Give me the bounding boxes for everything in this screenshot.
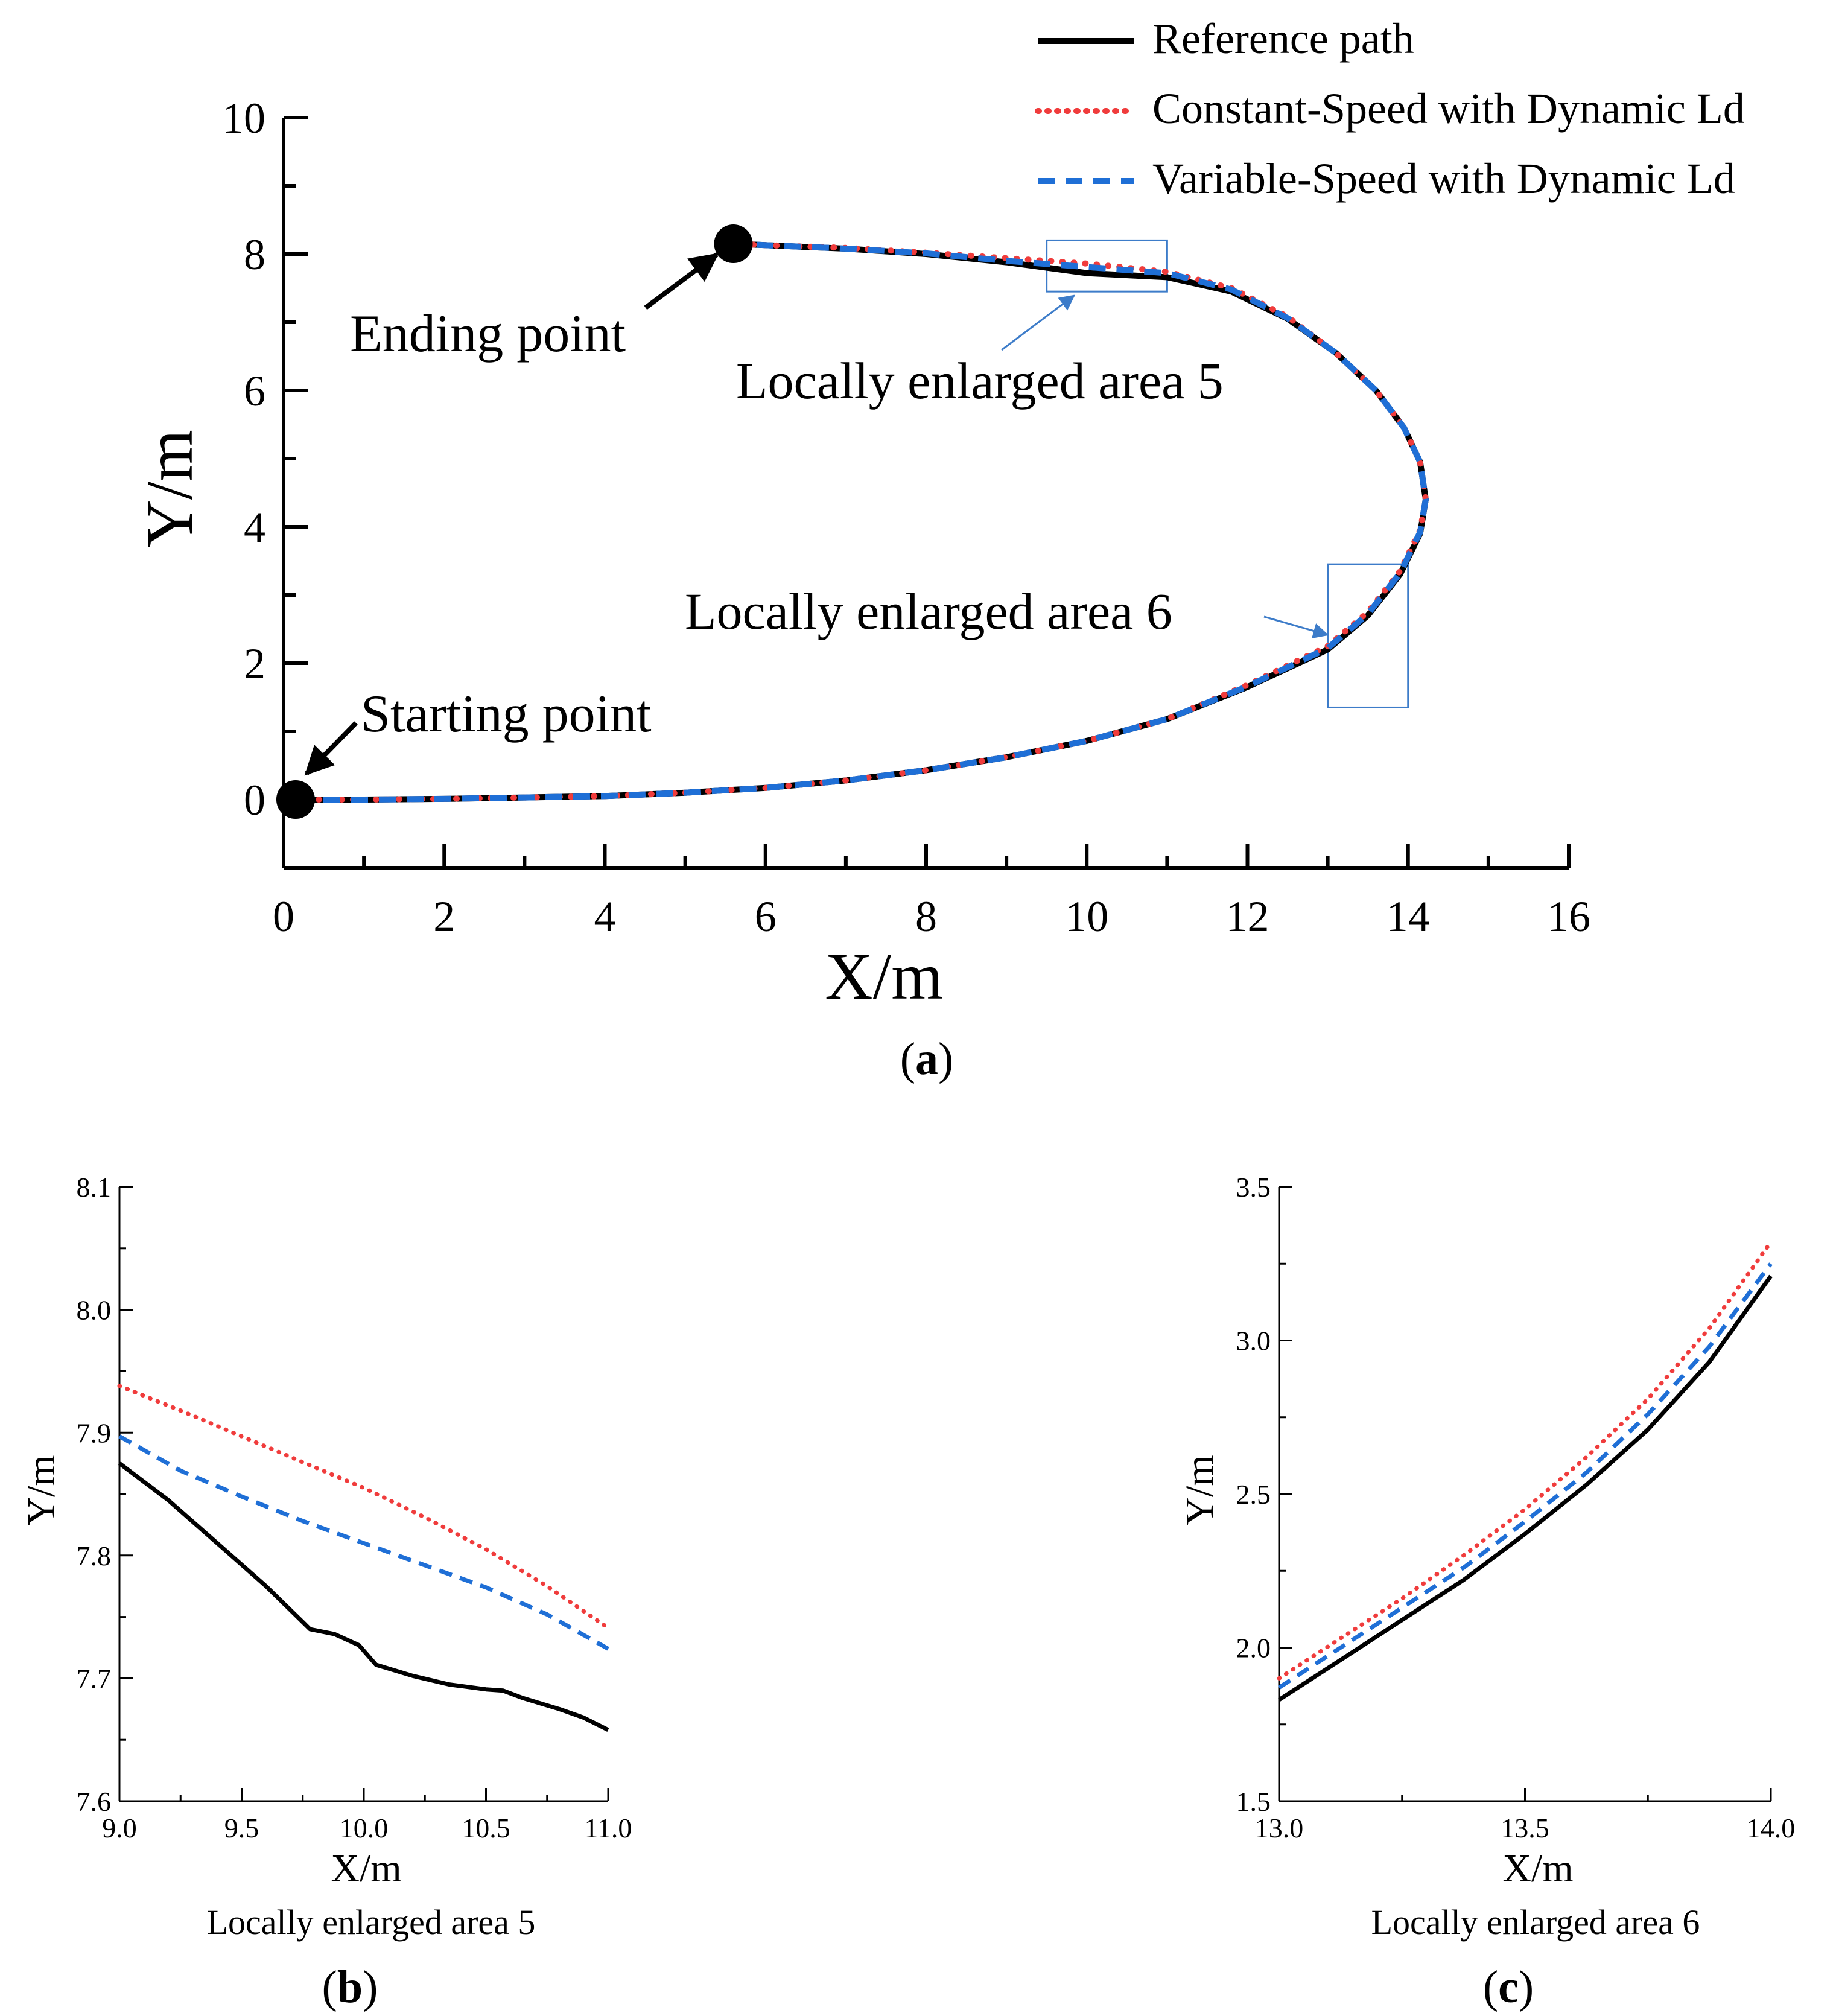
x-tick-label: 10 xyxy=(1065,892,1108,941)
y-tick-label: 3.0 xyxy=(1236,1326,1271,1356)
y-tick-label: 7.9 xyxy=(77,1417,112,1448)
x-tick-label: 11.0 xyxy=(585,1813,632,1843)
x-tick-label: 4 xyxy=(594,892,616,941)
y-tick-label: 7.8 xyxy=(77,1541,112,1571)
annotation-ending-point: Ending point xyxy=(350,305,626,363)
series-constant xyxy=(117,1384,611,1630)
x-tick-label: 13.5 xyxy=(1501,1813,1549,1843)
x-tick-label: 14 xyxy=(1387,892,1430,941)
series-variable xyxy=(1278,1262,1773,1690)
legend-label-constant: Constant-Speed with Dynamic Ld xyxy=(1152,84,1745,133)
panel-a-axes: 0 2 4 6 8 10 12 14 16 0 2 4 6 8 10 xyxy=(222,94,1590,941)
panel-a: 0 2 4 6 8 10 12 14 16 0 2 4 6 8 10 X/m Y/m Ending poin… xyxy=(133,94,1590,1084)
x-tick-label: 2 xyxy=(433,892,455,941)
legend: Reference path Constant-Speed with Dynam… xyxy=(1035,14,1745,203)
panel-b-series xyxy=(117,1384,611,1732)
panel-b-axes: 9.0 9.5 10.0 10.5 11.0 7.6 7.7 7.8 7.9 8.0 8.1 xyxy=(77,1172,632,1843)
y-tick-label: 2.0 xyxy=(1236,1633,1271,1664)
panel-a-markers xyxy=(276,224,753,819)
x-tick-label: 13.0 xyxy=(1255,1813,1304,1843)
y-tick-label: 7.6 xyxy=(77,1786,112,1817)
panel-b: 9.0 9.5 10.0 10.5 11.0 7.6 7.7 7.8 7.9 8.0 8.1 X/m… xyxy=(19,1172,632,2012)
y-tick-label: 4 xyxy=(244,503,265,552)
y-tick-label: 2 xyxy=(244,640,265,688)
caption-a: (a) xyxy=(900,1034,954,1084)
starting-point-marker xyxy=(276,780,315,819)
panel-b-subtitle: Locally enlarged area 5 xyxy=(207,1903,536,1942)
x-tick-label: 10.5 xyxy=(462,1813,510,1843)
x-tick-label: 10.0 xyxy=(340,1813,389,1843)
ending-point-marker xyxy=(714,224,753,264)
y-tick-label: 10 xyxy=(222,94,265,142)
x-tick-label: 8 xyxy=(915,892,937,941)
annotation-zoom-6: Locally enlarged area 6 xyxy=(685,582,1172,640)
panel-c-ylabel: Y/m xyxy=(1178,1455,1222,1525)
annotation-zoom-5: Locally enlarged area 5 xyxy=(736,352,1224,410)
y-tick-label: 1.5 xyxy=(1236,1786,1271,1817)
panel-c-axes: 13.0 13.5 14.0 1.5 2.0 2.5 3.0 3.5 xyxy=(1236,1172,1796,1843)
x-tick-label: 0 xyxy=(273,892,294,941)
y-tick-label: 6 xyxy=(244,367,265,415)
panel-c-series xyxy=(1277,1240,1773,1702)
legend-label-reference: Reference path xyxy=(1152,14,1414,63)
x-tick-label: 6 xyxy=(755,892,777,941)
panel-c: 13.0 13.5 14.0 1.5 2.0 2.5 3.0 3.5 X/m Y/m Loca… xyxy=(1178,1172,1795,2012)
series-constant xyxy=(1277,1240,1773,1681)
series-reference xyxy=(118,1461,609,1732)
series-reference xyxy=(1278,1274,1773,1702)
y-tick-label: 2.5 xyxy=(1236,1479,1271,1510)
x-tick-label: 16 xyxy=(1547,892,1590,941)
starting-point-arrow xyxy=(304,721,358,776)
panel-c-xlabel: X/m xyxy=(1502,1846,1573,1890)
panel-a-ylabel: Y/m xyxy=(133,430,206,548)
y-tick-label: 8.1 xyxy=(77,1172,112,1203)
series-variable xyxy=(296,241,1429,803)
ending-point-arrow xyxy=(644,252,719,310)
x-tick-label: 9.5 xyxy=(224,1813,259,1843)
panel-c-subtitle: Locally enlarged area 6 xyxy=(1371,1903,1700,1942)
panel-b-xlabel: X/m xyxy=(331,1846,401,1890)
zoom-arrow-5 xyxy=(1001,294,1076,351)
series-variable xyxy=(118,1434,609,1651)
zoom-arrow-6 xyxy=(1263,615,1329,639)
x-tick-label: 9.0 xyxy=(102,1813,137,1843)
x-tick-label: 12 xyxy=(1226,892,1269,941)
panel-b-ylabel: Y/m xyxy=(19,1455,63,1525)
y-tick-label: 8 xyxy=(244,231,265,279)
caption-b: (b) xyxy=(322,1962,378,2012)
panel-a-series xyxy=(293,241,1429,803)
y-tick-label: 8.0 xyxy=(77,1295,112,1326)
panel-a-xlabel: X/m xyxy=(825,940,943,1013)
caption-c: (c) xyxy=(1483,1962,1534,2012)
y-tick-label: 0 xyxy=(244,776,265,824)
y-tick-label: 7.7 xyxy=(77,1664,112,1694)
x-tick-label: 14.0 xyxy=(1747,1813,1796,1843)
y-tick-label: 3.5 xyxy=(1236,1172,1271,1203)
annotation-starting-point: Starting point xyxy=(361,685,652,743)
legend-label-variable: Variable-Speed with Dynamic Ld xyxy=(1152,154,1735,203)
